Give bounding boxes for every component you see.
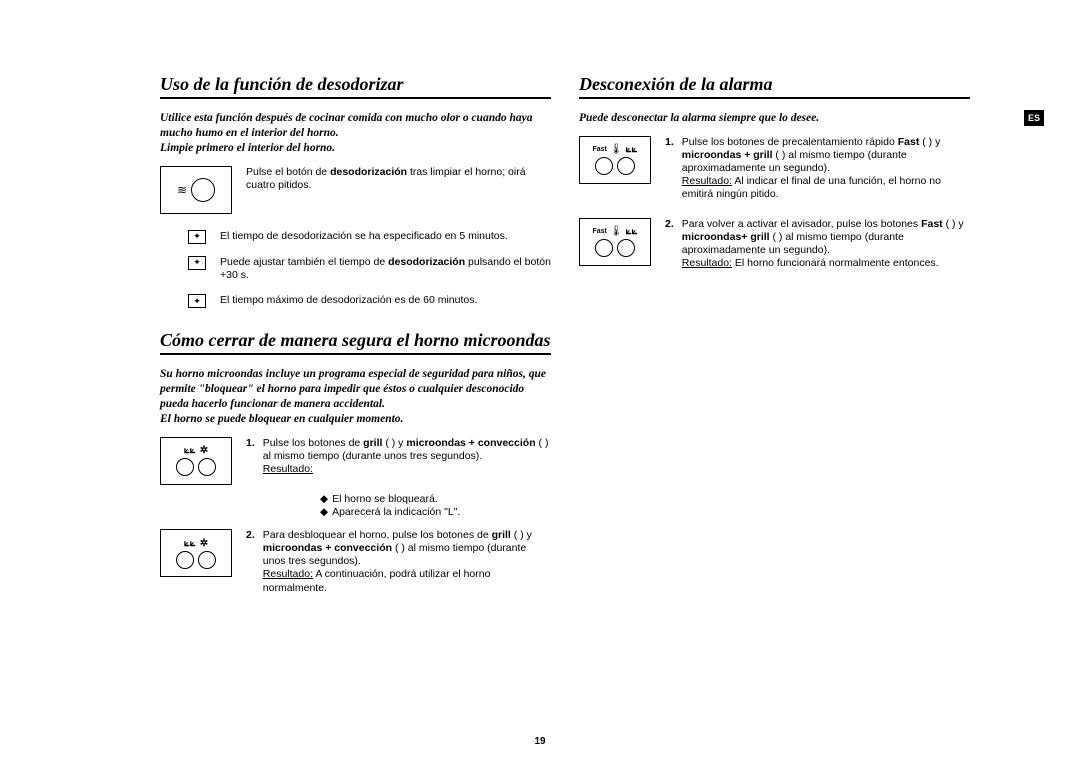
t: grill xyxy=(492,529,511,541)
t: Pulse el botón de xyxy=(246,166,330,178)
diamond-icon: ◆ xyxy=(320,493,328,506)
t: Fast xyxy=(921,218,943,230)
grill-icon: ⟀⟀ xyxy=(184,445,196,456)
t: microondas + convección xyxy=(263,542,392,554)
note-text: El tiempo de desodorización se ha especi… xyxy=(220,230,551,243)
note-row: ✦ El tiempo de desodorización se ha espe… xyxy=(160,230,551,244)
step-number: 1. xyxy=(665,136,674,149)
result-label: Resultado: xyxy=(263,463,313,475)
note-icon: ✦ xyxy=(188,256,206,270)
step-number: 1. xyxy=(246,437,255,450)
page-content: Uso de la función de desodorizar Utilice… xyxy=(0,0,1080,651)
thermo-icon: 🌡 xyxy=(610,144,623,155)
button-diagram-lock: ⟀⟀ ✲ xyxy=(160,529,232,577)
conv-icon: ✲ xyxy=(200,538,208,549)
step-row: ≋ Pulse el botón de desodorización tras … xyxy=(160,166,551,214)
t: desodorización xyxy=(388,256,465,268)
result-label: Resultado: xyxy=(263,568,313,580)
step-number: 2. xyxy=(246,529,255,542)
note-icon: ✦ xyxy=(188,294,206,308)
t: ( ) y xyxy=(943,218,964,230)
result-bullet: ◆ Aparecerá la indicación "L". xyxy=(320,506,551,519)
section-title-alarm: Desconexión de la alarma xyxy=(579,74,970,99)
intro-text: Puede desconectar la alarma siempre que … xyxy=(579,111,970,126)
section-title-lock: Cómo cerrar de manera segura el horno mi… xyxy=(160,330,551,355)
button-diagram-lock: ⟀⟀ ✲ xyxy=(160,437,232,485)
dial-icon xyxy=(595,239,613,257)
button-diagram-deodorize: ≋ xyxy=(160,166,232,214)
note-text: El tiempo máximo de desodorización es de… xyxy=(220,294,551,307)
step-row: Fast 🌡⟀⟀ 1. Pulse los botones de precalen… xyxy=(579,136,970,210)
t: desodorización xyxy=(330,166,407,178)
dial-icon xyxy=(617,157,635,175)
intro-line2: Limpie primero el interior del horno. xyxy=(160,142,335,154)
t: El horno funcionará normalmente entonces… xyxy=(735,257,939,269)
result-label: Resultado: xyxy=(682,257,732,269)
fast-icon: Fast xyxy=(592,228,606,235)
intro-text: Su horno microondas incluye un programa … xyxy=(160,367,551,427)
t: Pulse los botones de xyxy=(263,437,363,449)
page-number: 19 xyxy=(534,736,545,747)
t: microondas+ grill xyxy=(682,231,770,243)
t: Para volver a activar el avisador, pulse… xyxy=(682,218,921,230)
t: Puede ajustar también el tiempo de xyxy=(220,256,388,268)
deodorize-icon: ≋ xyxy=(177,183,187,197)
t: Fast xyxy=(898,136,920,148)
step-text: 1. Pulse los botones de precalentamiento… xyxy=(665,136,970,210)
grill-icon: ⟀⟀ xyxy=(184,538,196,549)
step-text: Pulse el botón de desodorización tras li… xyxy=(246,166,551,192)
step-row: ⟀⟀ ✲ 2. Para desbloquear el horno, pulse … xyxy=(160,529,551,603)
t: El horno se bloqueará. xyxy=(332,493,438,506)
button-diagram-alarm: Fast 🌡⟀⟀ xyxy=(579,136,651,184)
section-lock: Cómo cerrar de manera segura el horno mi… xyxy=(160,330,551,603)
dial-icon xyxy=(617,239,635,257)
step-text: 2. Para volver a activar el avisador, pu… xyxy=(665,218,970,279)
t: microondas + grill xyxy=(682,149,773,161)
note-text: Puede ajustar también el tiempo de desod… xyxy=(220,256,551,282)
dial-icon xyxy=(191,178,215,202)
t: Para desbloquear el horno, pulse los bot… xyxy=(263,529,492,541)
dial-icon xyxy=(176,458,194,476)
language-tab: ES xyxy=(1024,110,1044,126)
t: Pulse los botones de precalentamiento rá… xyxy=(682,136,898,148)
button-diagram-alarm: Fast 🌡⟀⟀ xyxy=(579,218,651,266)
grill-icon: ⟀⟀ xyxy=(626,226,638,237)
note-row: ✦ El tiempo máximo de desodorización es … xyxy=(160,294,551,308)
step-row: ⟀⟀ ✲ 1. Pulse los botones de grill ( ) y … xyxy=(160,437,551,485)
fast-icon: Fast xyxy=(592,146,606,153)
step-number: 2. xyxy=(665,218,674,231)
diamond-icon: ◆ xyxy=(320,506,328,519)
intro-line1: Utilice esta función después de cocinar … xyxy=(160,112,532,139)
conv-icon: ✲ xyxy=(200,445,208,456)
step-text: 1. Pulse los botones de grill ( ) y micr… xyxy=(246,437,551,484)
dial-icon xyxy=(176,551,194,569)
right-column: Desconexión de la alarma Puede desconect… xyxy=(579,74,970,611)
section-title-deodorize: Uso de la función de desodorizar xyxy=(160,74,551,99)
t: Aparecerá la indicación "L". xyxy=(332,506,460,519)
step-row: Fast 🌡⟀⟀ 2. Para volver a activar el avis… xyxy=(579,218,970,279)
dial-icon xyxy=(198,458,216,476)
t: ( ) y xyxy=(919,136,940,148)
result-bullet: ◆ El horno se bloqueará. xyxy=(320,493,551,506)
grill-icon: ⟀⟀ xyxy=(626,144,638,155)
intro-line1: Su horno microondas incluye un programa … xyxy=(160,368,546,410)
intro-text: Utilice esta función después de cocinar … xyxy=(160,111,551,156)
dial-icon xyxy=(198,551,216,569)
t: microondas + convección xyxy=(406,437,535,449)
t: ( ) y xyxy=(511,529,532,541)
note-icon: ✦ xyxy=(188,230,206,244)
notes-block: ✦ El tiempo de desodorización se ha espe… xyxy=(160,230,551,308)
result-label: Resultado: xyxy=(682,175,732,187)
intro-line2: El horno se puede bloquear en cualquier … xyxy=(160,413,403,425)
t: grill xyxy=(363,437,382,449)
note-row: ✦ Puede ajustar también el tiempo de des… xyxy=(160,256,551,282)
left-column: Uso de la función de desodorizar Utilice… xyxy=(160,74,551,611)
t: ( ) y xyxy=(382,437,406,449)
dial-icon xyxy=(595,157,613,175)
step-text: 2. Para desbloquear el horno, pulse los … xyxy=(246,529,551,603)
thermo-icon: 🌡 xyxy=(610,226,623,237)
